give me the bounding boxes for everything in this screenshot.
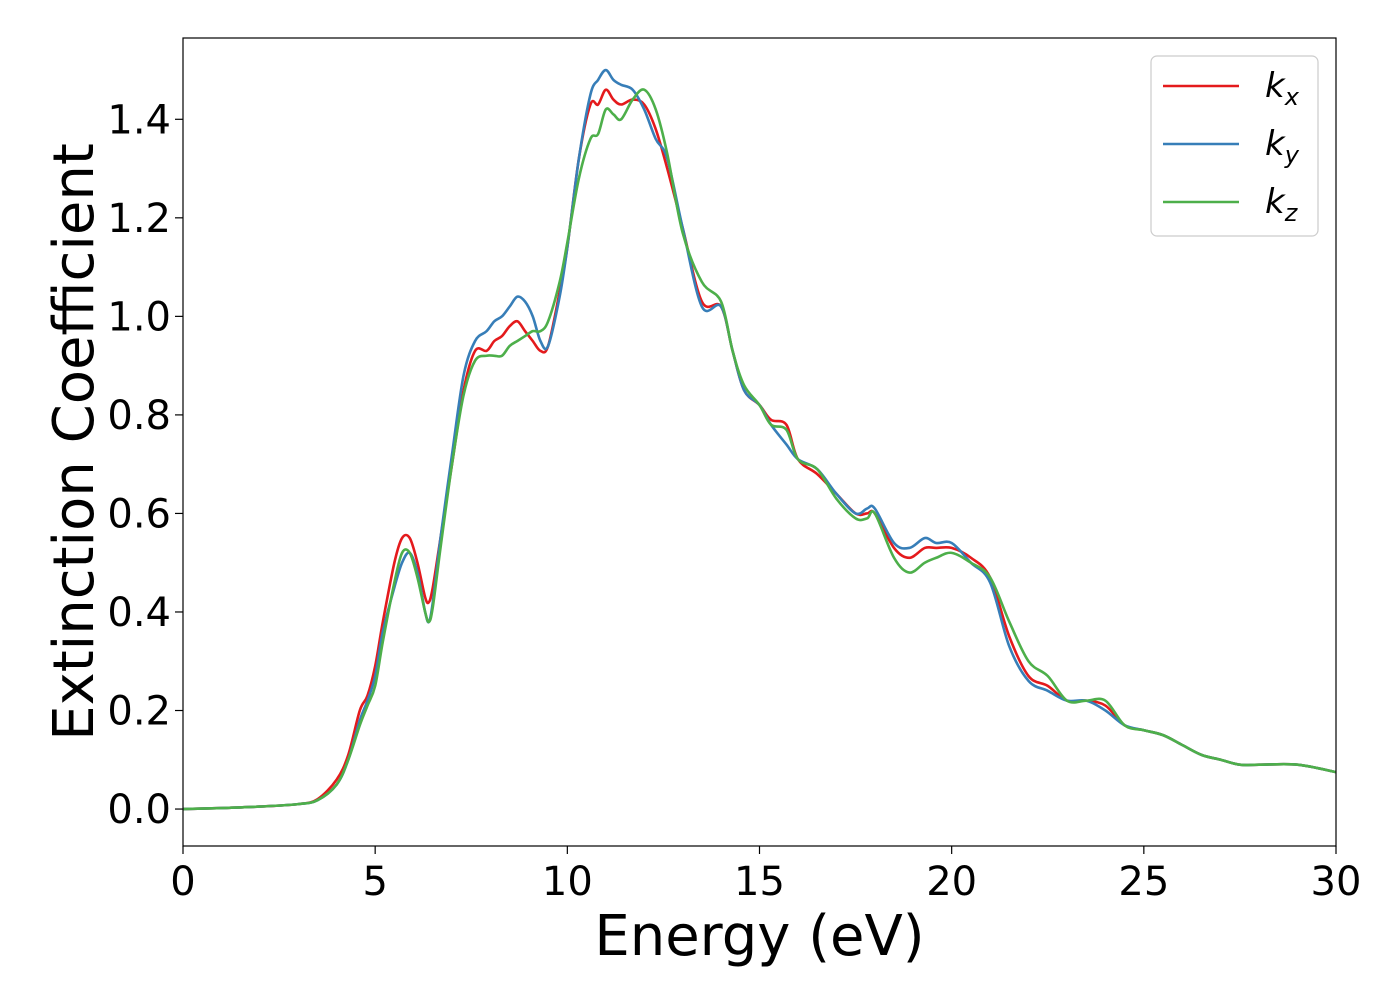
y-tick-label: 1.2 <box>107 196 171 242</box>
legend-box <box>1150 55 1319 237</box>
x-tick-label: 15 <box>734 859 785 905</box>
legend: kx ky kz <box>1150 55 1319 237</box>
y-tick-label: 0.4 <box>107 590 171 636</box>
y-tick-label: 1.4 <box>107 97 171 143</box>
y-tick-label: 0.6 <box>107 491 171 537</box>
y-tick-label: 0.2 <box>107 689 171 735</box>
y-tick-label: 1.0 <box>107 294 171 340</box>
y-tick-label: 0.0 <box>107 787 171 833</box>
x-tick-label: 5 <box>362 859 387 905</box>
y-axis-title: Extinction Coefficient <box>42 143 107 741</box>
x-axis-ticks: 0 5 10 15 20 25 30 <box>170 846 1361 905</box>
series-layer <box>183 68 1336 811</box>
legend-label-kz: kz <box>1265 182 1299 227</box>
x-axis-title: Energy (eV) <box>594 904 924 969</box>
x-tick-label: 0 <box>170 859 195 905</box>
x-tick-label: 10 <box>542 859 593 905</box>
x-tick-label: 25 <box>1118 859 1169 905</box>
x-tick-label: 20 <box>926 859 977 905</box>
legend-label-ky: ky <box>1265 124 1300 169</box>
legend-label-kx: kx <box>1265 66 1300 111</box>
series-line-kz <box>183 88 1336 811</box>
series-line-kx <box>183 88 1336 811</box>
y-tick-label: 0.8 <box>107 393 171 439</box>
x-tick-label: 30 <box>1311 859 1362 905</box>
y-axis-ticks: 0.0 0.2 0.4 0.6 0.8 1.0 1.2 1.4 <box>107 97 183 833</box>
